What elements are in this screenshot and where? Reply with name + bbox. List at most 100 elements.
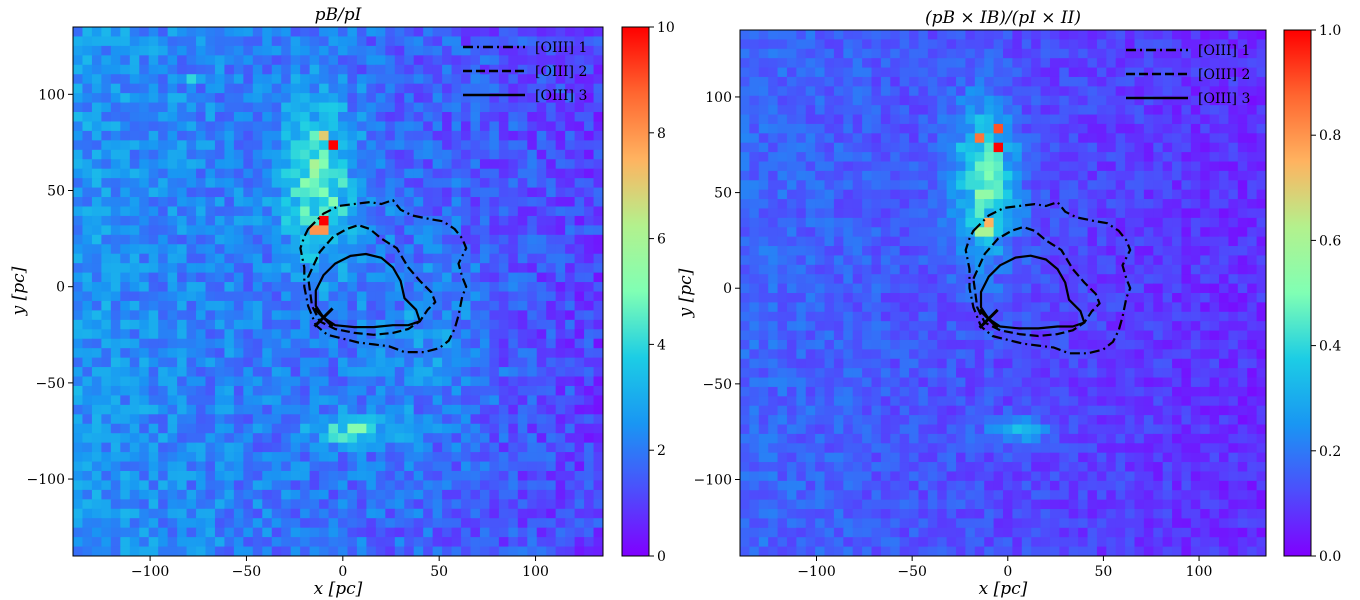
heatmap-cell (974, 227, 985, 238)
heatmap-cell (356, 367, 367, 378)
heatmap-cell (1209, 48, 1220, 59)
heatmap-cell (880, 208, 891, 219)
heatmap-cell (432, 27, 443, 38)
heatmap-cell (186, 187, 197, 198)
heatmap-cell (1237, 264, 1248, 275)
heatmap-cell (196, 45, 207, 56)
heatmap-cell (338, 234, 349, 245)
heatmap-cell (749, 76, 760, 87)
heatmap-cell (584, 36, 595, 47)
heatmap-cell (385, 187, 396, 198)
heatmap-cell (281, 112, 292, 123)
heatmap-cell (1237, 152, 1248, 163)
heatmap-cell (139, 27, 150, 38)
heatmap-cell (498, 499, 509, 510)
heatmap-cell (271, 263, 282, 274)
heatmap-cell (758, 58, 769, 69)
heatmap-cell (1012, 67, 1023, 78)
heatmap-cell (404, 367, 415, 378)
heatmap-cell (927, 255, 938, 266)
heatmap-cell (451, 45, 462, 56)
heatmap-cell (918, 274, 929, 285)
heatmap-cell (167, 74, 178, 85)
heatmap-cell (281, 395, 292, 406)
heatmap-cell (843, 264, 854, 275)
contour-oiii-2 (307, 224, 437, 336)
heatmap-cell (498, 121, 509, 132)
heatmap-cell (546, 45, 557, 56)
heatmap-cell (1031, 180, 1042, 191)
heatmap-cell (243, 414, 254, 425)
heatmap-cell (1162, 48, 1173, 59)
panel-2-title: (pB × IB)/(pI × II) (925, 8, 1081, 28)
heatmap-cell (177, 197, 188, 208)
heatmap-cell (508, 546, 519, 556)
heatmap-cell (300, 36, 311, 47)
heatmap-cell (1153, 48, 1164, 59)
heatmap-cell (527, 83, 538, 94)
heatmap-cell (815, 283, 826, 294)
heatmap-cell (1200, 76, 1211, 87)
heatmap-cell (1256, 114, 1266, 125)
heatmap-cell (442, 319, 453, 330)
heatmap-cell (565, 102, 576, 113)
heatmap-cell (413, 272, 424, 283)
heatmap-cell (786, 227, 797, 238)
heatmap-cell (196, 215, 207, 226)
heatmap-cell (262, 263, 273, 274)
heatmap-cell (1078, 30, 1089, 40)
heatmap-cell (862, 67, 873, 78)
heatmap-cell (300, 499, 311, 510)
heatmap-cell (167, 452, 178, 463)
heatmap-cell (508, 282, 519, 293)
heatmap-cell (555, 414, 566, 425)
heatmap-cell (1219, 255, 1230, 266)
heatmap-cell (786, 255, 797, 266)
heatmap-cell (262, 215, 273, 226)
heatmap-cell (281, 253, 292, 264)
heatmap-cell (196, 414, 207, 425)
heatmap-cell (1106, 48, 1117, 59)
heatmap-cell (871, 246, 882, 257)
heatmap-cell (758, 293, 769, 303)
heatmap-cell (158, 130, 169, 141)
heatmap-cell (565, 55, 576, 66)
heatmap-cell (205, 461, 216, 472)
heatmap-cell (517, 452, 528, 463)
heatmap-cell (1078, 208, 1089, 219)
heatmap-cell (1087, 180, 1098, 191)
heatmap-cell (148, 187, 159, 198)
heatmap-cell (404, 385, 415, 397)
heatmap-cell (338, 197, 349, 208)
legend-entry: [OIII] 3 (463, 88, 587, 104)
heatmap-cell (148, 244, 159, 255)
heatmap-cell (262, 206, 273, 217)
heatmap-cell (1247, 58, 1258, 69)
heatmap-cell (574, 470, 585, 482)
heatmap-cell (1162, 311, 1173, 322)
heatmap-cell (805, 321, 816, 332)
heatmap-cell (271, 27, 282, 38)
heatmap-cell (356, 385, 367, 397)
heatmap-cell (442, 225, 453, 236)
heatmap-cell (1219, 217, 1230, 228)
heatmap-cell (205, 112, 216, 123)
heatmap-cell (1219, 283, 1230, 294)
heatmap-cell (1125, 208, 1136, 219)
heatmap-cell (1134, 227, 1145, 238)
heatmap-cell (1190, 208, 1201, 219)
heatmap-cell (777, 321, 788, 332)
heatmap-cell (1219, 58, 1230, 69)
heatmap-cell (432, 112, 443, 123)
heatmap-cell (347, 300, 358, 311)
heatmap-cell (565, 253, 576, 264)
heatmap-cell (129, 499, 140, 510)
heatmap-cell (1209, 105, 1220, 116)
heatmap-cell (366, 395, 377, 406)
heatmap-cell (974, 189, 985, 200)
heatmap-cell (871, 199, 882, 210)
heatmap-cell (262, 140, 273, 151)
heatmap-cell (281, 508, 292, 519)
